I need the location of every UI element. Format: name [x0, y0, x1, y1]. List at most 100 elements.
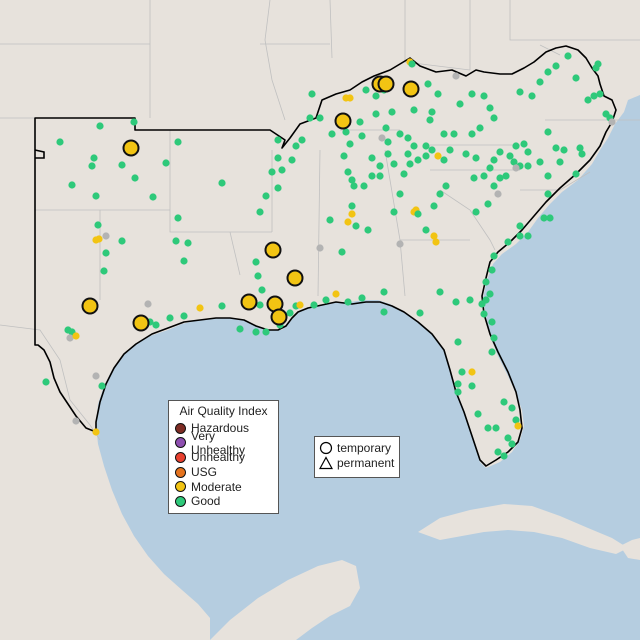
monitor-site [344, 298, 352, 306]
monitor-site [98, 382, 106, 390]
land-yucatan [210, 560, 360, 640]
monitor-site [368, 172, 376, 180]
monitor-site [564, 52, 572, 60]
monitor-site [94, 221, 102, 229]
monitor-site [90, 154, 98, 162]
monitor-site [384, 150, 392, 158]
monitor-site [388, 108, 396, 116]
monitor-site [468, 130, 476, 138]
monitor-site [528, 92, 536, 100]
monitor-site [326, 216, 334, 224]
temporary-monitor-site [264, 241, 282, 259]
monitor-site [476, 124, 484, 132]
monitor-site [514, 422, 522, 430]
monitor-site [436, 288, 444, 296]
monitor-site [470, 174, 478, 182]
monitor-sites-large [81, 75, 420, 332]
monitor-site [430, 202, 438, 210]
monitor-site [486, 164, 494, 172]
monitor-site [504, 238, 512, 246]
monitor-site [490, 334, 498, 342]
monitor-site [510, 158, 518, 166]
monitor-site [308, 90, 316, 98]
monitor-site [364, 226, 372, 234]
monitor-site [322, 296, 330, 304]
monitor-site [95, 235, 103, 243]
monitor-site [378, 134, 386, 142]
monitor-site [390, 208, 398, 216]
monitor-site [358, 132, 366, 140]
legend-label: Moderate [191, 479, 242, 494]
monitor-site [456, 100, 464, 108]
monitor-site [149, 193, 157, 201]
monitor-site [376, 172, 384, 180]
monitor-site [310, 301, 318, 309]
monitor-site [540, 214, 548, 222]
monitor-site [516, 222, 524, 230]
monitor-site [414, 156, 422, 164]
monitor-site [524, 232, 532, 240]
monitor-site [572, 170, 580, 178]
land-hispaniola [620, 538, 640, 560]
monitor-site [440, 156, 448, 164]
monitor-site [516, 232, 524, 240]
permanent-label: permanent [337, 455, 395, 470]
monitor-site [316, 244, 324, 252]
good-swatch [175, 495, 186, 507]
monitor-site [356, 118, 364, 126]
monitor-site [66, 334, 74, 342]
monitor-site [596, 90, 604, 98]
monitor-site [332, 290, 340, 298]
monitor-site [92, 192, 100, 200]
monitor-site [254, 272, 262, 280]
monitor-site [594, 60, 602, 68]
monitor-site [396, 130, 404, 138]
monitor-site [424, 80, 432, 88]
monitor-site [468, 382, 476, 390]
legend-item-unhealthy: Unhealthy [175, 450, 272, 465]
temporary-label: temporary [337, 441, 392, 456]
monitor-site [488, 348, 496, 356]
monitor-site [436, 190, 444, 198]
legend-item-good: Good [175, 494, 272, 509]
monitor-site [452, 298, 460, 306]
monitor-site [520, 140, 528, 148]
monitor-site [166, 314, 174, 322]
monitor-site [382, 124, 390, 132]
monitor-site [544, 172, 552, 180]
legend-item-hazardous: Hazardous [175, 421, 272, 436]
monitor-site [118, 237, 126, 245]
monitor-site [482, 296, 490, 304]
monitor-site [462, 150, 470, 158]
monitor-site [298, 136, 306, 144]
monitor-site [346, 140, 354, 148]
monitor-site [502, 172, 510, 180]
monitor-site [544, 68, 552, 76]
monitor-site [466, 296, 474, 304]
monitor-site [92, 372, 100, 380]
monitor-site [236, 325, 244, 333]
monitor-site [416, 309, 424, 317]
monitor-site [454, 338, 462, 346]
temporary-monitor-site [286, 269, 304, 287]
monitor-site [174, 138, 182, 146]
monitor-site [118, 161, 126, 169]
very-unhealthy-swatch [175, 437, 186, 449]
monitor-site [278, 166, 286, 174]
monitor-site [316, 114, 324, 122]
monitor-site [268, 168, 276, 176]
monitor-site [472, 208, 480, 216]
region-border-panhandle-notch [34, 149, 45, 159]
region-border [34, 45, 617, 467]
monitor-site [396, 240, 404, 248]
monitor-site [410, 142, 418, 150]
monitor-site [500, 452, 508, 460]
temporary-monitor-site [270, 308, 288, 326]
monitor-site [482, 278, 490, 286]
monitor-site [506, 152, 514, 160]
monitor-site [286, 309, 294, 317]
monitor-site [484, 424, 492, 432]
monitor-site [344, 168, 352, 176]
monitor-site [256, 301, 264, 309]
monitor-site [348, 176, 356, 184]
